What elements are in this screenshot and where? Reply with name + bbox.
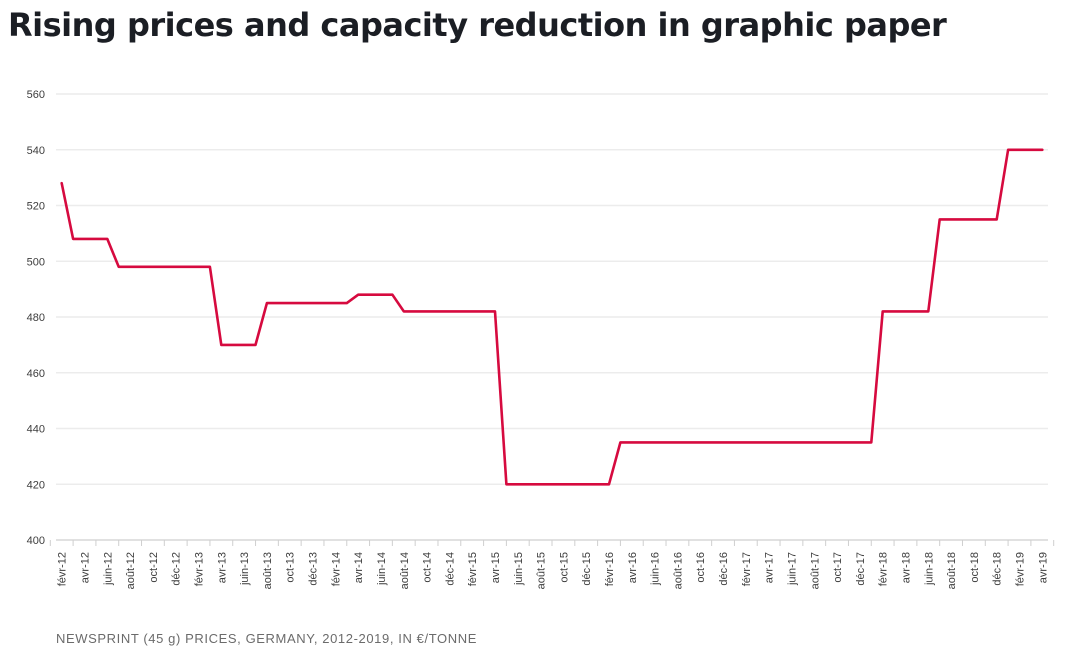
- svg-text:oct-16: oct-16: [695, 552, 707, 583]
- svg-text:avr-15: avr-15: [490, 552, 502, 583]
- svg-text:juin-16: juin-16: [650, 552, 662, 586]
- svg-text:déc-15: déc-15: [581, 552, 593, 586]
- svg-text:oct-14: oct-14: [422, 552, 434, 583]
- svg-text:400: 400: [27, 535, 45, 547]
- svg-text:440: 440: [27, 424, 45, 436]
- svg-text:févr-18: févr-18: [878, 552, 890, 586]
- svg-text:juin-12: juin-12: [102, 552, 114, 586]
- page-title: Rising prices and capacity reduction in …: [8, 6, 947, 44]
- svg-text:févr-17: févr-17: [741, 552, 753, 586]
- svg-text:août-17: août-17: [809, 552, 821, 589]
- svg-text:févr-12: févr-12: [57, 552, 69, 586]
- svg-text:août-14: août-14: [399, 552, 411, 589]
- price-line: [60, 148, 1044, 486]
- price-line-chart: 400 420 440 460 480 500 520 540 560 févr-12 avr-12…: [27, 89, 1055, 589]
- svg-text:août-12: août-12: [125, 552, 137, 589]
- svg-text:déc-12: déc-12: [171, 552, 183, 586]
- svg-text:oct-15: oct-15: [558, 552, 570, 583]
- svg-text:avr-16: avr-16: [627, 552, 639, 583]
- svg-text:460: 460: [27, 368, 45, 380]
- svg-text:juin-17: juin-17: [786, 552, 798, 586]
- x-axis-labels: févr-12 avr-12 juin-12 août-12 oct-12 déc-12 f…: [57, 552, 1050, 589]
- svg-text:août-18: août-18: [946, 552, 958, 589]
- svg-text:oct-13: oct-13: [285, 552, 297, 583]
- y-axis-labels: 400 420 440 460 480 500 520 540 560: [27, 89, 45, 547]
- svg-text:avr-12: avr-12: [80, 552, 92, 583]
- svg-text:déc-14: déc-14: [444, 552, 456, 586]
- svg-text:déc-18: déc-18: [992, 552, 1004, 586]
- svg-text:déc-16: déc-16: [718, 552, 730, 586]
- svg-text:févr-14: févr-14: [330, 552, 342, 586]
- svg-text:févr-19: févr-19: [1014, 552, 1026, 586]
- svg-text:480: 480: [27, 312, 45, 324]
- svg-text:420: 420: [27, 479, 45, 491]
- svg-text:août-16: août-16: [672, 552, 684, 589]
- svg-text:déc-17: déc-17: [855, 552, 867, 586]
- svg-text:500: 500: [27, 256, 45, 268]
- svg-text:juin-13: juin-13: [239, 552, 251, 586]
- svg-text:avr-13: avr-13: [216, 552, 228, 583]
- svg-text:juin-18: juin-18: [923, 552, 935, 586]
- gridlines: [56, 93, 1048, 485]
- svg-text:févr-13: févr-13: [194, 552, 206, 586]
- svg-text:oct-17: oct-17: [832, 552, 844, 583]
- svg-text:oct-18: oct-18: [969, 552, 981, 583]
- x-axis: [49, 539, 1055, 546]
- svg-text:août-13: août-13: [262, 552, 274, 589]
- svg-text:avr-17: avr-17: [764, 552, 776, 583]
- svg-text:avr-19: avr-19: [1037, 552, 1049, 583]
- svg-text:juin-14: juin-14: [376, 552, 388, 586]
- svg-text:août-15: août-15: [536, 552, 548, 589]
- svg-text:560: 560: [27, 89, 45, 101]
- svg-text:févr-16: févr-16: [604, 552, 616, 586]
- svg-text:avr-14: avr-14: [353, 552, 365, 583]
- svg-text:avr-18: avr-18: [900, 552, 912, 583]
- svg-text:540: 540: [27, 145, 45, 157]
- chart-caption: NEWSPRINT (45 g) PRICES, GERMANY, 2012-2…: [56, 631, 477, 646]
- svg-text:juin-15: juin-15: [513, 552, 525, 586]
- svg-text:oct-12: oct-12: [148, 552, 160, 583]
- svg-text:févr-15: févr-15: [467, 552, 479, 586]
- svg-text:520: 520: [27, 201, 45, 213]
- svg-text:déc-13: déc-13: [308, 552, 320, 586]
